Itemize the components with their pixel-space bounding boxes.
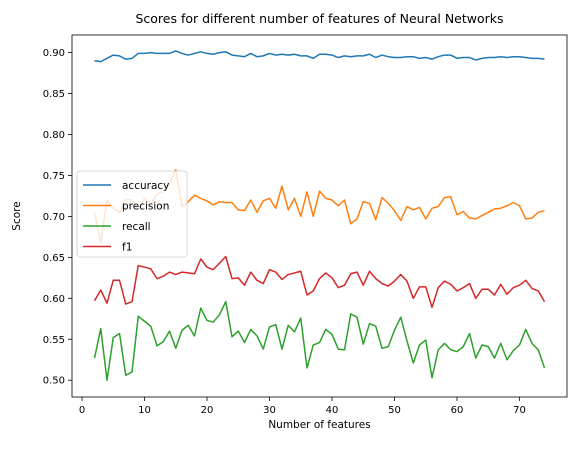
y-tick-label: 0.60 <box>43 294 65 305</box>
x-tick-label: 30 <box>263 405 276 416</box>
x-tick-label: 70 <box>513 405 526 416</box>
legend-box <box>76 170 188 258</box>
x-tick-label: 10 <box>138 405 151 416</box>
y-tick-label: 0.55 <box>43 335 65 346</box>
series-line-accuracy <box>94 50 545 63</box>
x-tick-label: 60 <box>451 405 464 416</box>
legend-label-precision: precision <box>122 201 169 213</box>
x-tick-label: 20 <box>201 405 214 416</box>
legend-label-accuracy: accuracy <box>122 180 169 192</box>
y-tick-label: 0.50 <box>43 376 65 387</box>
chart-title: Scores for different number of features … <box>135 11 503 26</box>
x-axis: 0 10 20 30 40 50 60 70 <box>79 397 526 416</box>
y-tick-label: 0.90 <box>43 48 65 59</box>
series-line-recall <box>93 300 546 381</box>
y-axis: 0.50 0.55 0.60 0.65 0.70 0.75 0.80 0.85 0.90 <box>43 48 72 387</box>
y-tick-label: 0.80 <box>43 130 65 141</box>
x-tick-label: 50 <box>388 405 401 416</box>
legend-label-f1: f1 <box>122 242 132 254</box>
x-tick-label: 0 <box>79 405 85 416</box>
y-tick-label: 0.85 <box>43 89 65 100</box>
x-axis-title: Number of features <box>268 419 370 431</box>
legend: accuracy precision recall f1 <box>76 170 188 258</box>
x-tick-label: 40 <box>326 405 339 416</box>
legend-label-recall: recall <box>122 221 151 233</box>
y-tick-label: 0.70 <box>43 212 65 223</box>
series-line-f1 <box>93 255 546 309</box>
y-axis-title: Score <box>11 201 23 230</box>
plot-frame <box>71 34 568 398</box>
y-tick-label: 0.75 <box>43 171 65 182</box>
y-tick-label: 0.65 <box>43 253 65 264</box>
